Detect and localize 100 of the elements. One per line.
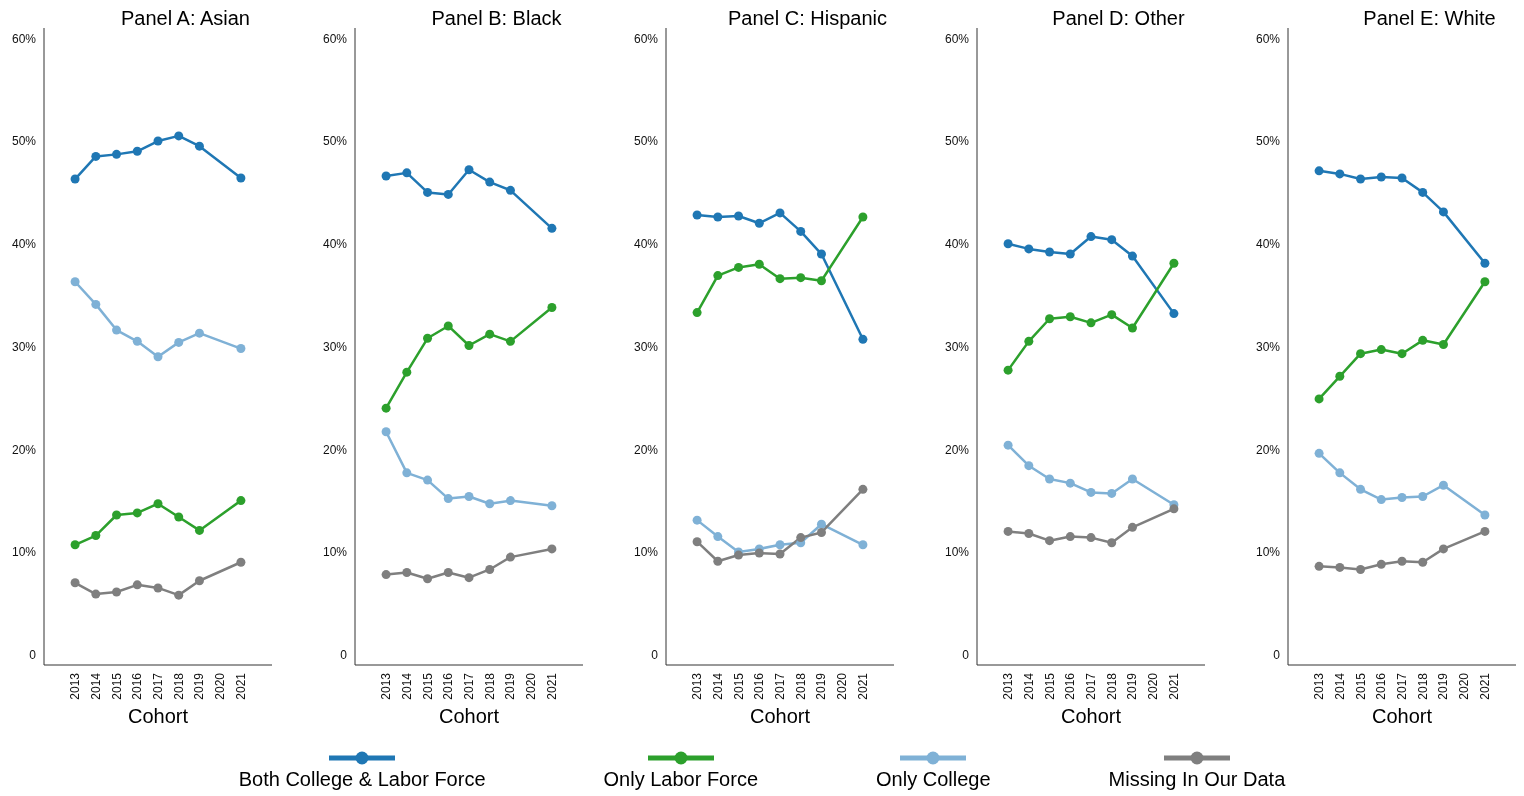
- point: [402, 468, 412, 478]
- point: [443, 568, 453, 578]
- point: [775, 274, 785, 284]
- point: [381, 171, 391, 181]
- point: [547, 501, 557, 511]
- point: [70, 578, 80, 588]
- x-tick-label: 2018: [1415, 672, 1430, 700]
- y-tick-label: 50%: [11, 134, 37, 149]
- point: [1314, 166, 1324, 176]
- point: [236, 173, 246, 183]
- point: [1335, 371, 1345, 381]
- y-tick-label: 60%: [322, 31, 348, 46]
- point: [1127, 323, 1137, 333]
- point: [112, 149, 122, 159]
- y-tick-label: 60%: [633, 31, 659, 46]
- point: [1438, 480, 1448, 490]
- x-tick-label: 2013: [379, 672, 394, 700]
- x-tick-label: 2014: [710, 672, 725, 700]
- y-tick-label: 30%: [633, 339, 659, 354]
- point: [153, 583, 163, 593]
- point: [236, 557, 246, 567]
- chart-title: Panel B: Black: [430, 6, 563, 31]
- point: [505, 496, 515, 506]
- point: [194, 328, 204, 338]
- y-tick-label: 20%: [633, 442, 659, 457]
- x-tick-label: 2014: [1332, 672, 1347, 700]
- x-tick-label: 2016: [441, 672, 456, 700]
- point: [1065, 249, 1075, 259]
- point: [423, 475, 433, 485]
- chart-title: Panel D: Other: [1051, 6, 1186, 31]
- point: [464, 573, 474, 583]
- point: [1065, 312, 1075, 322]
- y-tick-label: 0: [29, 647, 37, 662]
- point: [775, 549, 785, 559]
- point: [858, 334, 868, 344]
- point: [91, 589, 101, 599]
- x-tick-label: 2019: [1125, 672, 1140, 700]
- point: [1086, 487, 1096, 497]
- point: [754, 218, 764, 228]
- point: [547, 223, 557, 233]
- legend-label: Only Labor Force: [603, 767, 759, 792]
- point: [464, 165, 474, 175]
- x-tick-label: 2015: [731, 672, 746, 700]
- point: [132, 580, 142, 590]
- point: [1045, 474, 1055, 484]
- x-tick-label: 2014: [88, 672, 103, 700]
- x-tick-label: 2015: [109, 672, 124, 700]
- x-tick-label: 2021: [1166, 672, 1181, 700]
- x-tick-label: 2016: [130, 672, 145, 700]
- y-tick-label: 10%: [633, 545, 659, 560]
- point: [1065, 532, 1075, 542]
- x-axis-title: Cohort: [1371, 704, 1433, 729]
- point: [443, 494, 453, 504]
- x-tick-label: 2020: [1146, 672, 1161, 700]
- point: [1065, 478, 1075, 488]
- point: [692, 515, 702, 525]
- y-tick-label: 30%: [1255, 339, 1281, 354]
- point: [796, 273, 806, 283]
- point: [443, 189, 453, 199]
- point: [1003, 526, 1013, 536]
- x-axis-title: Cohort: [127, 704, 189, 729]
- point: [1356, 484, 1366, 494]
- point: [1045, 536, 1055, 546]
- chart-title: Panel C: Hispanic: [727, 6, 888, 31]
- point: [858, 212, 868, 222]
- point: [485, 329, 495, 339]
- x-tick-label: 2021: [855, 672, 870, 700]
- point: [1045, 314, 1055, 324]
- point: [1397, 556, 1407, 566]
- x-tick-label: 2020: [1457, 672, 1472, 700]
- point: [1376, 495, 1386, 505]
- chart-title: Panel E: White: [1362, 6, 1497, 31]
- x-tick-label: 2015: [1353, 672, 1368, 700]
- point: [1480, 510, 1490, 520]
- y-tick-label: 60%: [944, 31, 970, 46]
- y-tick-label: 20%: [1255, 442, 1281, 457]
- x-tick-label: 2017: [1395, 672, 1409, 700]
- point: [381, 570, 391, 580]
- point: [713, 556, 723, 566]
- x-tick-label: 2019: [192, 672, 207, 700]
- point: [505, 552, 515, 562]
- point: [1003, 365, 1013, 375]
- point: [1003, 440, 1013, 450]
- point: [1397, 173, 1407, 183]
- x-tick-label: 2018: [1104, 672, 1119, 700]
- point: [796, 226, 806, 236]
- point: [174, 131, 184, 141]
- x-tick-label: 2016: [1374, 672, 1389, 700]
- x-tick-label: 2016: [752, 672, 767, 700]
- point: [734, 211, 744, 221]
- point: [132, 508, 142, 518]
- x-tick-label: 2018: [171, 672, 186, 700]
- y-tick-label: 50%: [633, 134, 659, 149]
- point: [1107, 310, 1117, 320]
- x-tick-label: 2021: [544, 672, 559, 700]
- point: [70, 277, 80, 287]
- x-tick-label: 2014: [399, 672, 414, 700]
- x-axis-title: Cohort: [749, 704, 811, 729]
- point: [381, 427, 391, 437]
- point: [194, 141, 204, 151]
